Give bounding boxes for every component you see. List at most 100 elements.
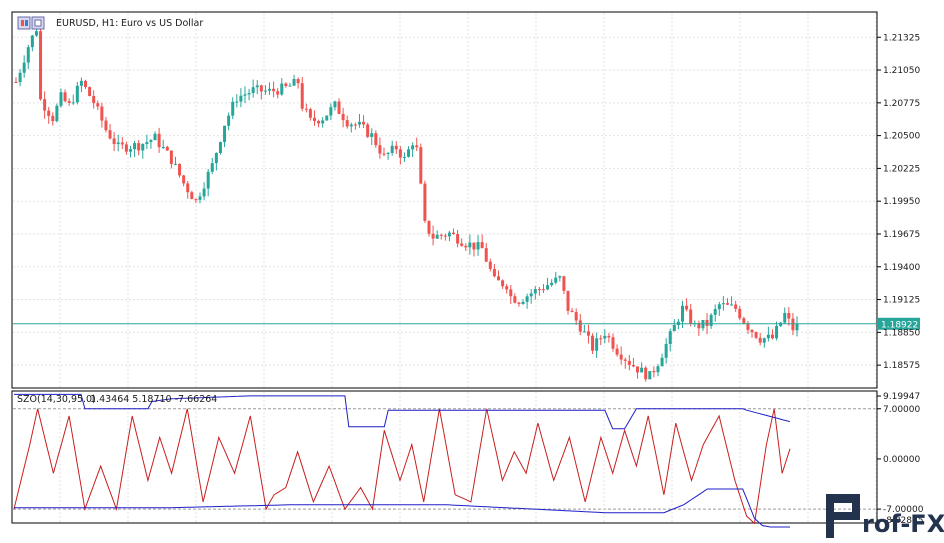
candle-body	[84, 80, 88, 88]
candle-body	[145, 142, 149, 144]
candle-body	[452, 232, 456, 235]
candle-body	[730, 304, 734, 306]
candle-body	[574, 312, 578, 321]
candle-body	[640, 367, 644, 373]
candle-body	[525, 296, 529, 302]
szo-lower-band	[14, 488, 790, 528]
candle-body	[431, 233, 435, 239]
main-chart-area[interactable]	[11, 11, 878, 389]
candle-body	[427, 220, 431, 234]
candle-body	[165, 147, 169, 151]
candle-body	[288, 85, 292, 87]
candle-body	[104, 120, 108, 131]
indicator-values: 1.43464 5.18710 -7.66264	[90, 394, 217, 405]
candle-body	[161, 147, 165, 149]
price-tick-label: 1.18575	[883, 361, 920, 371]
candle-body	[59, 92, 63, 106]
candle-body	[746, 323, 750, 330]
candle-body	[133, 143, 137, 150]
candle-body	[541, 289, 545, 291]
candle-body	[742, 318, 746, 324]
candle-body	[652, 371, 656, 373]
candle-body	[108, 130, 112, 139]
candle-body	[357, 121, 361, 125]
candle-body	[787, 312, 791, 319]
candle-body	[247, 93, 251, 95]
indicator-tick-label: -7.00000	[883, 505, 924, 515]
candle-body	[349, 124, 353, 127]
candle-body	[137, 143, 141, 151]
candle-body	[713, 309, 717, 315]
indicator-tick-label: 7.00000	[883, 405, 920, 415]
indicator-grid	[13, 392, 877, 522]
chart-window-icon[interactable]	[31, 16, 45, 30]
main-grid	[13, 13, 877, 387]
chart-window-icon[interactable]	[17, 16, 31, 30]
candle-body	[750, 329, 754, 333]
candle-body	[668, 331, 672, 344]
candle-body	[456, 234, 460, 244]
candle-body	[648, 371, 652, 380]
candle-body	[243, 94, 247, 96]
indicator-lines	[13, 393, 791, 528]
candle-body	[333, 101, 337, 108]
candle-body	[149, 140, 153, 143]
candle-body	[644, 367, 648, 380]
candle-body	[30, 35, 34, 48]
candle-body	[100, 106, 104, 121]
candle-body	[71, 102, 75, 104]
candle-body	[738, 308, 742, 319]
candle-body	[611, 337, 615, 349]
candle-body	[218, 142, 222, 154]
candle-body	[725, 303, 729, 305]
candle-body	[26, 47, 30, 63]
candle-body	[497, 276, 501, 281]
candle-body	[415, 145, 419, 148]
candle-body	[754, 332, 758, 338]
candle-body	[636, 366, 640, 373]
candle-body	[480, 242, 484, 249]
candle-body	[407, 149, 411, 157]
candle-body	[120, 142, 124, 145]
candle-body	[178, 163, 182, 176]
candle-body	[595, 338, 599, 351]
candle-body	[689, 309, 693, 324]
candle-body	[513, 296, 517, 303]
candle-body	[366, 124, 370, 137]
candle-body	[202, 188, 206, 197]
candle-body	[439, 234, 443, 236]
candle-body	[214, 153, 218, 164]
candle-body	[321, 120, 325, 124]
candle-body	[43, 99, 47, 111]
candle-body	[92, 96, 96, 104]
candle-body	[521, 301, 525, 304]
candle-body	[779, 322, 783, 326]
candle-body	[566, 290, 570, 311]
candle-body	[34, 31, 38, 36]
candle-body	[157, 133, 161, 148]
candle-body	[112, 138, 116, 145]
indicator-subwindow[interactable]	[11, 390, 878, 524]
price-tick-label: 1.18850	[883, 328, 920, 338]
price-tick-label: 1.21325	[883, 33, 920, 43]
candle-body	[775, 325, 779, 339]
candle-body	[124, 144, 128, 152]
candle-body	[603, 335, 607, 339]
candle-body	[39, 31, 43, 100]
candle-body	[591, 335, 595, 351]
candle-body	[435, 234, 439, 239]
candle-body	[374, 133, 378, 146]
price-tick-label: 1.21050	[883, 66, 920, 76]
candle-body	[186, 183, 190, 193]
prof-fx-logo: rof-FX	[826, 494, 944, 538]
candle-body	[141, 143, 145, 151]
candle-body	[476, 242, 480, 250]
price-tick-label: 1.19400	[883, 263, 920, 273]
candle-body	[770, 334, 774, 339]
candle-body	[235, 101, 239, 103]
candle-body	[268, 88, 272, 91]
candle-body	[492, 268, 496, 277]
candle-body	[791, 318, 795, 331]
candle-body	[296, 79, 300, 84]
candle-body	[284, 83, 288, 87]
